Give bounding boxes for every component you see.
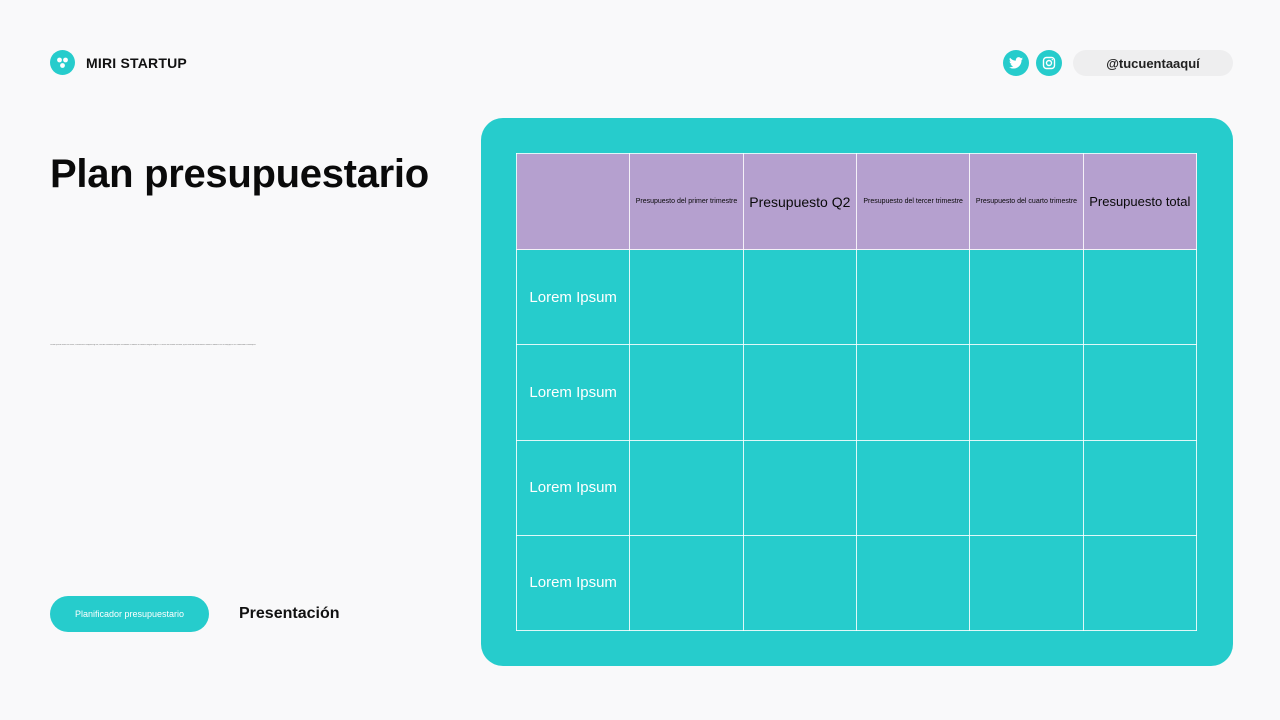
header-q1: Presupuesto del primer trimestre <box>629 153 744 250</box>
header-corner <box>515 153 631 250</box>
description-text: Lorem ipsum dolor sit amet, consectetur … <box>50 344 256 346</box>
header-q4: Presupuesto del cuarto trimestre <box>969 153 1084 250</box>
table-cell <box>969 439 1084 536</box>
table-cell <box>742 439 857 536</box>
budget-planner-button[interactable]: Planificador presupuestario <box>50 596 209 632</box>
header-total: Presupuesto total <box>1082 153 1198 250</box>
budget-table-card: Presupuesto del primer trimestre Presupu… <box>481 118 1233 666</box>
twitter-icon[interactable] <box>1003 50 1029 76</box>
table-cell <box>742 344 857 441</box>
table-cell <box>1082 248 1198 346</box>
table-header-row: Presupuesto del primer trimestre Presupu… <box>515 153 1198 250</box>
table-cell <box>742 534 857 632</box>
row-label: Lorem Ipsum <box>515 439 631 536</box>
table-cell <box>969 248 1084 346</box>
table-cell <box>1082 344 1198 441</box>
table-cell <box>855 534 971 632</box>
table-row: Lorem Ipsum <box>515 248 1198 346</box>
account-handle[interactable]: @tucuentaaquí <box>1073 50 1233 76</box>
row-label: Lorem Ipsum <box>515 344 631 441</box>
table-cell <box>629 534 744 632</box>
table-cell <box>1082 534 1198 632</box>
table-cell <box>855 439 971 536</box>
brand-logo-icon <box>50 50 75 75</box>
budget-table: Presupuesto del primer trimestre Presupu… <box>515 153 1198 632</box>
table-cell <box>969 344 1084 441</box>
table-cell <box>1082 439 1198 536</box>
table-cell <box>629 439 744 536</box>
header-q3: Presupuesto del tercer trimestre <box>855 153 971 250</box>
brand: MIRI STARTUP <box>50 50 187 75</box>
table-cell <box>629 344 744 441</box>
table-cell <box>742 248 857 346</box>
presentation-label: Presentación <box>239 605 340 622</box>
instagram-icon[interactable] <box>1036 50 1062 76</box>
brand-name: MIRI STARTUP <box>86 54 187 71</box>
row-label: Lorem Ipsum <box>515 534 631 632</box>
table-cell <box>629 248 744 346</box>
header-q2: Presupuesto Q2 <box>742 153 857 250</box>
page-title: Plan presupuestario <box>50 152 429 196</box>
table-row: Lorem Ipsum <box>515 534 1198 632</box>
table-row: Lorem Ipsum <box>515 439 1198 536</box>
table-cell <box>855 248 971 346</box>
table-cell <box>855 344 971 441</box>
row-label: Lorem Ipsum <box>515 248 631 346</box>
table-row: Lorem Ipsum <box>515 344 1198 441</box>
table-cell <box>969 534 1084 632</box>
social-links: @tucuentaaquí <box>1003 50 1233 76</box>
